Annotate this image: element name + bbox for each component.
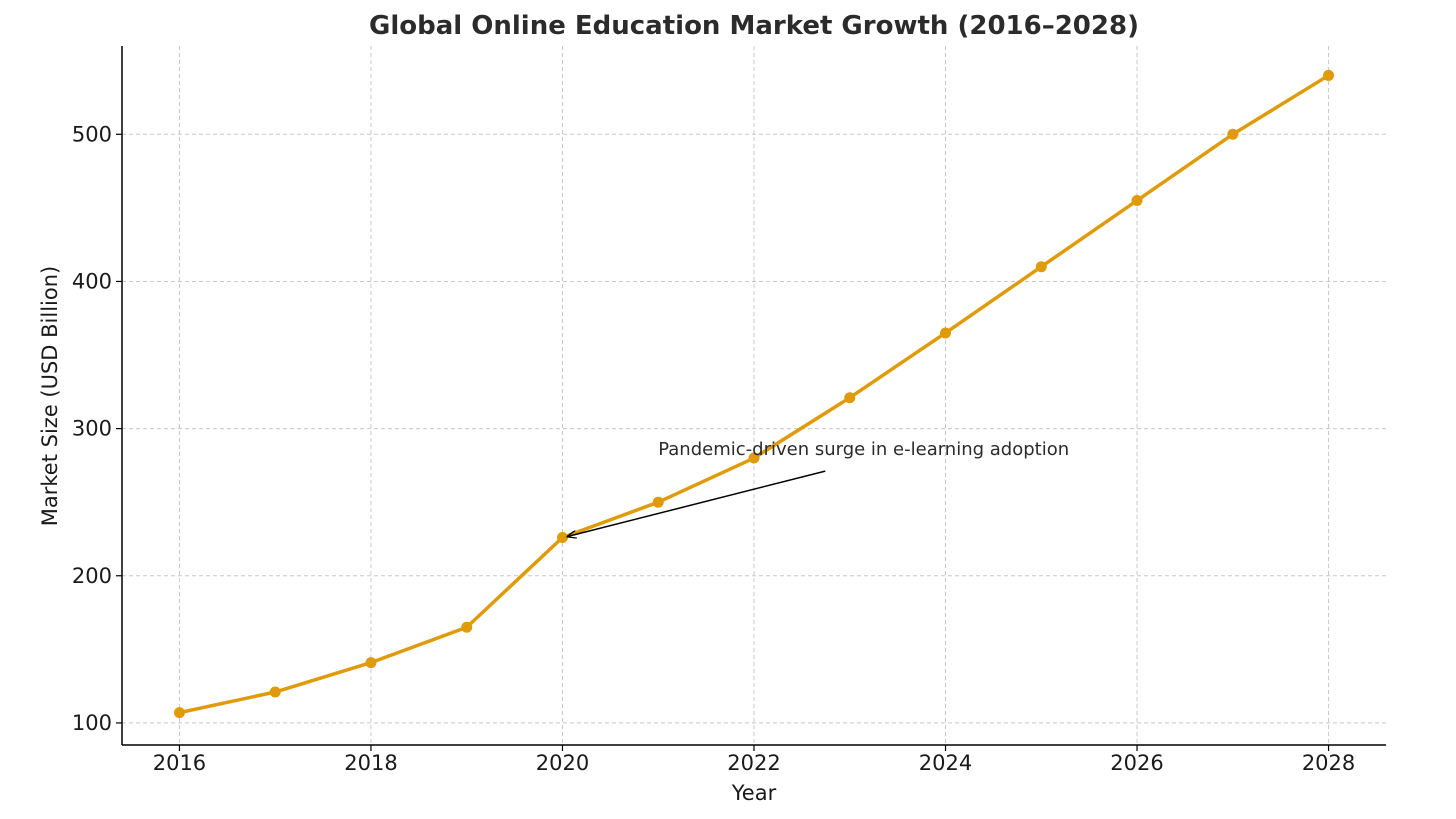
x-tick-label: 2028 xyxy=(1302,751,1355,775)
x-tick-label: 2018 xyxy=(344,751,397,775)
y-axis-title: Market Size (USD Billion) xyxy=(38,266,62,526)
y-tick-label: 300 xyxy=(72,417,112,441)
y-tick-label: 100 xyxy=(72,711,112,735)
x-tick-label: 2022 xyxy=(727,751,780,775)
data-point xyxy=(269,686,281,698)
y-tick-label: 400 xyxy=(72,269,112,293)
data-point xyxy=(652,496,664,508)
data-point xyxy=(461,621,473,633)
y-tick-label: 500 xyxy=(72,122,112,146)
x-tick-label: 2024 xyxy=(919,751,972,775)
tick-labels: 2016 2018 2020 2022 2024 2026 2028 100 200 300 400… xyxy=(72,122,1355,775)
annotation-text: Pandemic-driven surge in e-learning adop… xyxy=(658,439,1069,460)
annotation-arrow xyxy=(567,470,826,536)
y-tick-label: 200 xyxy=(72,564,112,588)
data-point xyxy=(1323,69,1335,81)
x-tick-label: 2026 xyxy=(1110,751,1163,775)
x-tick-label: 2016 xyxy=(153,751,206,775)
data-point xyxy=(1227,128,1239,140)
axes xyxy=(121,46,1386,746)
data-point xyxy=(940,327,952,339)
chart-title: Global Online Education Market Growth (2… xyxy=(369,11,1139,41)
data-point xyxy=(556,532,568,544)
series-line xyxy=(179,73,1330,715)
data-point xyxy=(173,707,185,719)
data-point xyxy=(748,452,760,464)
data-point xyxy=(1035,261,1047,273)
series xyxy=(173,69,1335,719)
data-point xyxy=(365,657,377,669)
x-tick-label: 2020 xyxy=(536,751,589,775)
annotation: Pandemic-driven surge in e-learning adop… xyxy=(567,439,1069,536)
data-point xyxy=(1131,195,1143,207)
grid xyxy=(122,46,1386,745)
data-point xyxy=(844,392,856,404)
x-axis-title: Year xyxy=(731,781,777,805)
